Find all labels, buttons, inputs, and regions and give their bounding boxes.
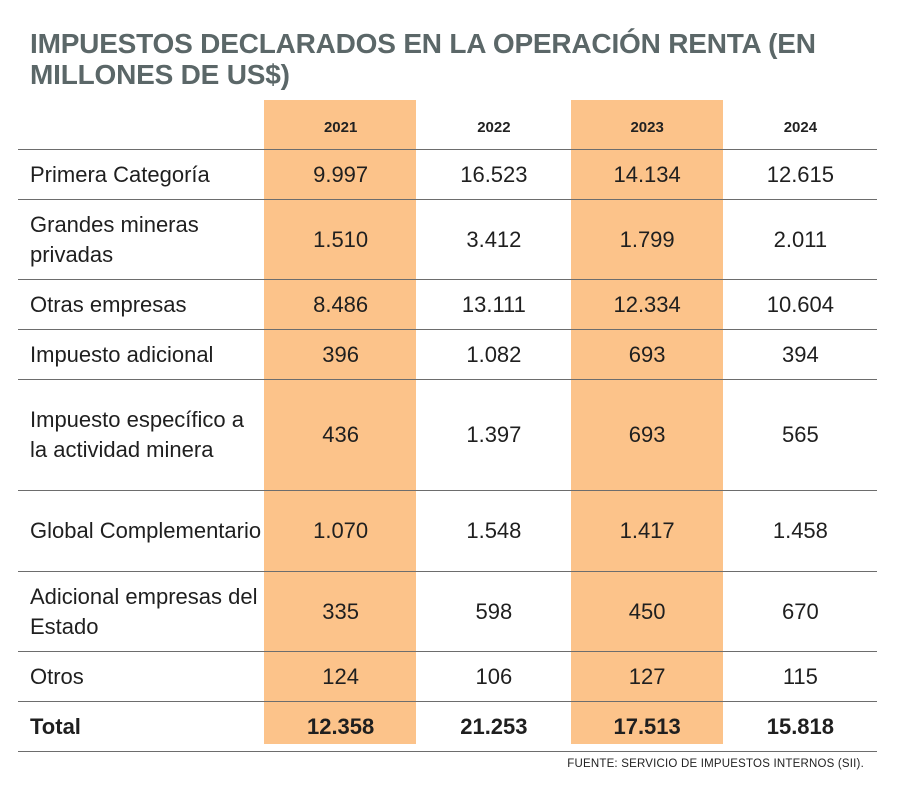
table-row: Adicional empresas del Estado 335 598 45… (18, 571, 877, 652)
table-cell: 12.358 (264, 701, 418, 752)
table-cell: 1.070 (264, 490, 418, 572)
table-cell: 2.011 (723, 199, 877, 280)
row-label: Impuesto adicional (18, 329, 264, 380)
table-cell: 1.548 (417, 490, 571, 572)
table-cell: 12.334 (570, 279, 724, 330)
table-cell: 13.111 (417, 279, 571, 330)
table-cell: 693 (570, 329, 724, 380)
table-cell: 127 (570, 651, 724, 702)
table-cell: 1.417 (570, 490, 724, 572)
column-header: 2021 (323, 119, 358, 136)
table-cell: 1.458 (723, 490, 877, 572)
table-cell: 10.604 (723, 279, 877, 330)
row-label: Otras empresas (18, 279, 264, 330)
column-header: 2024 (783, 119, 818, 136)
source-note: FUENTE: SERVICIO DE IMPUESTOS INTERNOS (… (567, 758, 864, 770)
table-row: Grandes mineras privadas 1.510 3.412 1.7… (18, 199, 877, 280)
table-row: Impuesto específico a la actividad miner… (18, 379, 877, 491)
table-cell: 436 (264, 379, 418, 491)
tax-table: 2021 2022 2023 2024 Primera Categoría 9.… (18, 100, 877, 752)
table-cell: 693 (570, 379, 724, 491)
table-cell: 106 (417, 651, 571, 702)
row-label: Primera Categoría (18, 149, 264, 200)
table-cell: 9.997 (264, 149, 418, 200)
table-cell: 8.486 (264, 279, 418, 330)
table-cell: 15.818 (723, 701, 877, 752)
table-cell: 115 (723, 651, 877, 702)
table-cell: 335 (264, 571, 418, 652)
table-cell: 598 (417, 571, 571, 652)
table-row: Otros 124 106 127 115 (18, 651, 877, 702)
table-cell: 670 (723, 571, 877, 652)
table-cell: 3.412 (417, 199, 571, 280)
table-cell: 16.523 (417, 149, 571, 200)
table-cell: 394 (723, 329, 877, 380)
table-cell: 450 (570, 571, 724, 652)
chart-title: IMPUESTOS DECLARADOS EN LA OPERACIÓN REN… (30, 28, 816, 90)
table-cell: 1.397 (417, 379, 571, 491)
row-label: Otros (18, 651, 264, 702)
table-cell: 12.615 (723, 149, 877, 200)
row-label: Total (18, 701, 264, 752)
table-cell: 1.082 (417, 329, 571, 380)
column-header: 2023 (630, 119, 664, 136)
table-cell: 1.510 (264, 199, 418, 280)
header-row: 2021 2022 2023 2024 (18, 100, 877, 150)
row-label: Impuesto específico a la actividad miner… (18, 379, 264, 491)
header-corner (18, 100, 264, 150)
row-label: Global Complementario (18, 490, 264, 572)
row-label: Grandes mineras privadas (18, 199, 264, 280)
table-cell: 21.253 (417, 701, 571, 752)
table-row: Primera Categoría 9.997 16.523 14.134 12… (18, 149, 877, 200)
column-header: 2022 (477, 119, 511, 136)
table-cell: 1.799 (570, 199, 724, 280)
total-row: Total 12.358 21.253 17.513 15.818 (18, 701, 877, 752)
table-cell: 565 (723, 379, 877, 491)
table-row: Global Complementario 1.070 1.548 1.417 … (18, 490, 877, 572)
row-label: Adicional empresas del Estado (18, 571, 264, 652)
table-row: Otras empresas 8.486 13.111 12.334 10.60… (18, 279, 877, 330)
table-cell: 124 (264, 651, 418, 702)
table-row: Impuesto adicional 396 1.082 693 394 (18, 329, 877, 380)
table-cell: 17.513 (570, 701, 724, 752)
table-cell: 396 (264, 329, 418, 380)
table-cell: 14.134 (570, 149, 724, 200)
